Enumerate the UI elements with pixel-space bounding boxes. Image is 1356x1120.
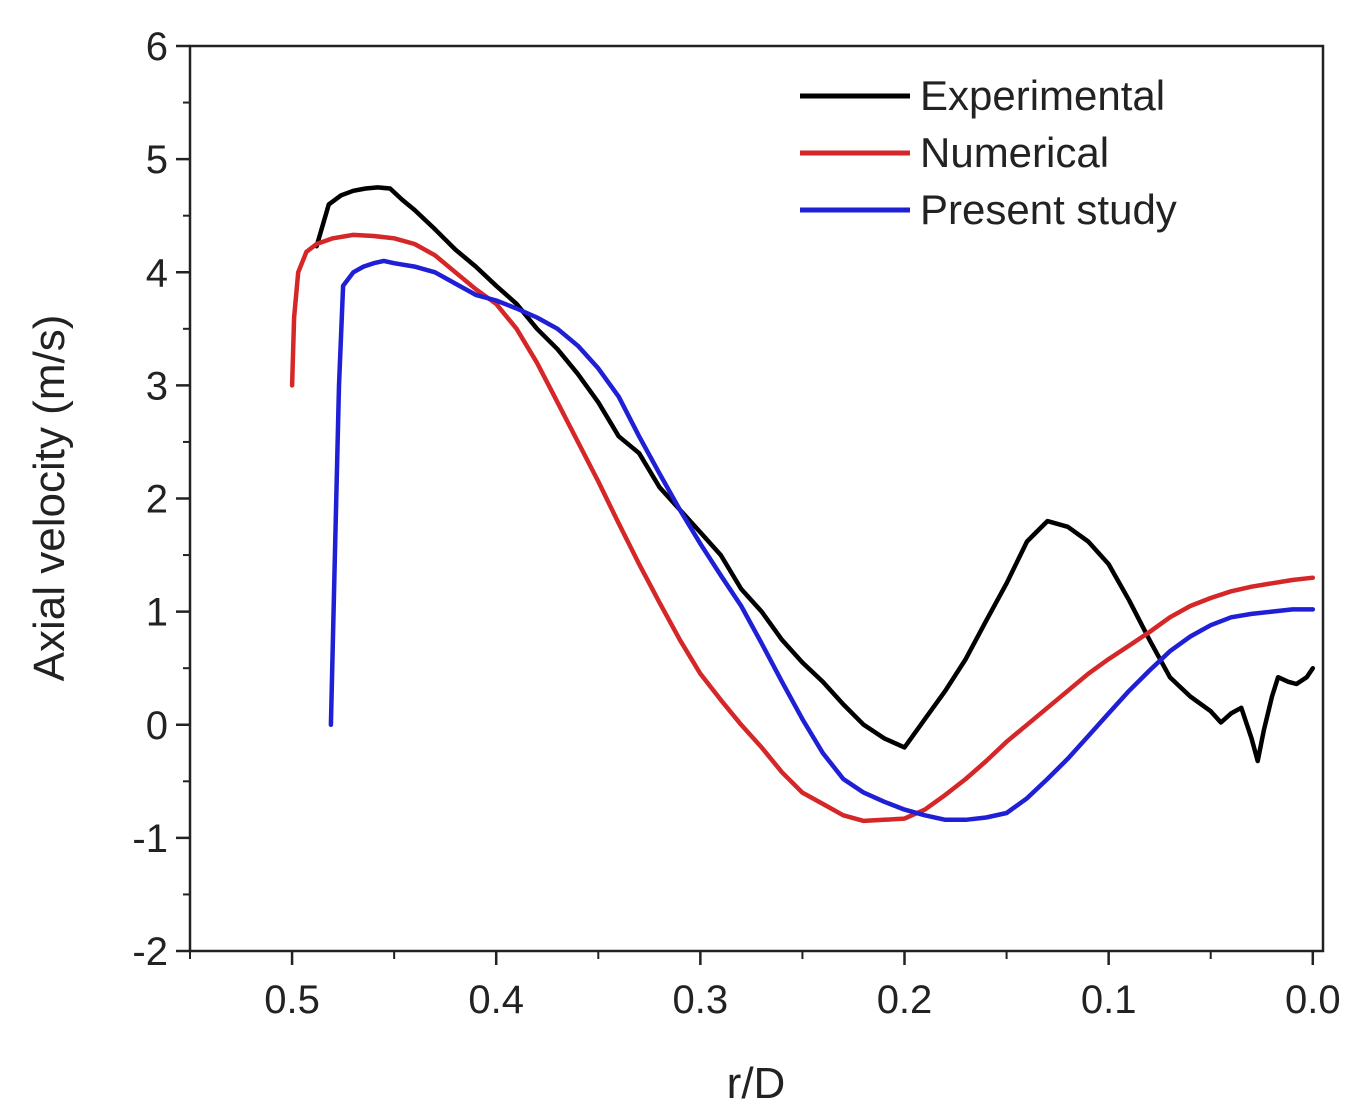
y-tick-label: -2	[132, 930, 168, 974]
legend: Experimental Numerical Present study	[800, 72, 1177, 233]
y-tick-label: 0	[146, 704, 168, 748]
y-tick-label: 2	[146, 478, 168, 522]
legend-label: Experimental	[920, 72, 1165, 119]
x-tick-label: 0.0	[1285, 978, 1341, 1022]
y-tick-label: -1	[132, 817, 168, 861]
x-tick-label: 0.3	[673, 978, 729, 1022]
x-tick-label: 0.1	[1081, 978, 1137, 1022]
legend-label: Numerical	[920, 129, 1109, 176]
y-axis: -2 -1 0 1 2 3 4 5 6	[132, 25, 190, 974]
plot-lines	[289, 185, 1316, 824]
y-tick-label: 3	[146, 364, 168, 408]
series-line-experimental	[314, 185, 1316, 764]
y-axis-title: Axial velocity (m/s)	[25, 315, 74, 682]
x-tick-label: 0.5	[264, 978, 320, 1022]
x-tick-label: 0.2	[877, 978, 933, 1022]
legend-label: Present study	[920, 186, 1177, 233]
y-tick-label: 1	[146, 591, 168, 635]
x-axis: 0.5 0.4 0.3 0.2 0.1 0.0	[189, 951, 1341, 1022]
series-line-numerical	[289, 232, 1316, 824]
x-tick-label: 0.4	[468, 978, 524, 1022]
y-tick-label: 6	[146, 25, 168, 69]
y-tick-label: 4	[146, 251, 168, 295]
y-tick-label: 5	[146, 138, 168, 182]
series-line-present-study	[328, 258, 1316, 823]
x-axis-title: r/D	[727, 1059, 786, 1108]
